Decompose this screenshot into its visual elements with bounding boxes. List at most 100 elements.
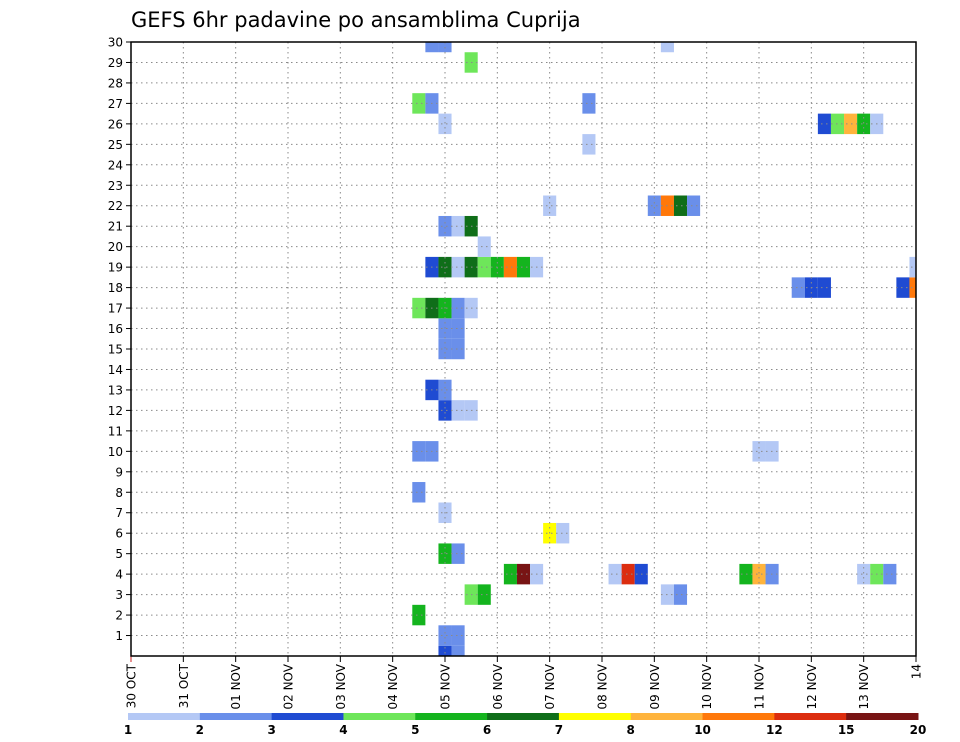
y-tick-label: 6 [115,527,123,541]
legend-level-label: 7 [555,723,563,737]
ensemble-cell [451,338,465,360]
x-tick-label: 04 NOV [386,663,400,709]
legend-level-label: 12 [766,723,783,737]
legend-swatch [128,713,201,720]
ensemble-cell [909,277,916,298]
ensemble-cell [909,256,916,278]
x-axis-ticks: 30 OCT 31 OCT 01 NOV 02 NOV 03 NOV 04 NOV 05 N… [125,656,924,710]
ensemble-cell [543,195,557,216]
y-tick-label: 14 [108,363,123,377]
y-tick-label: 28 [108,76,123,90]
ensemble-cell [621,563,635,585]
ensemble-cell [516,563,531,585]
y-tick-label: 10 [108,445,123,459]
ensemble-cell [739,563,753,585]
legend-swatch [199,713,273,720]
ensemble-cell [817,277,831,298]
x-tick-label: 06 NOV [491,663,505,709]
ensemble-cell [503,256,517,278]
ensemble-cells [412,42,916,656]
ensemble-cell [752,441,766,462]
y-tick-label: 17 [108,302,123,316]
y-tick-label: 27 [108,97,123,111]
y-tick-label: 2 [115,609,123,623]
ensemble-cell [752,563,766,585]
y-tick-label: 23 [108,179,123,193]
y-tick-label: 3 [115,588,123,602]
ensemble-cell [687,195,701,216]
ensemble-cell [438,113,452,135]
ensemble-cell [791,277,805,298]
ensemble-cell [438,625,452,646]
ensemble-cell [516,256,531,278]
legend-level-label: 2 [196,723,204,737]
ensemble-cell [844,113,858,135]
y-tick-label: 11 [108,424,123,438]
x-tick-label: 11 NOV [753,663,767,709]
ensemble-cell [647,195,661,216]
ensemble-cell [582,134,596,155]
x-tick-label: 10 NOV [700,663,714,709]
ensemble-cell [857,113,871,135]
x-tick-label: 08 NOV [596,663,610,709]
y-tick-label: 8 [115,486,123,500]
ensemble-cell [582,93,596,114]
y-tick-label: 16 [108,322,123,336]
ensemble-cell [660,42,674,53]
ensemble-cell [451,297,465,319]
ensemble-cell [556,522,570,544]
ensemble-cell [857,563,871,585]
legend-level-label: 20 [910,723,927,737]
y-tick-label: 22 [108,199,123,213]
y-tick-label: 18 [108,281,123,295]
x-tick-label: 30 OCT [125,663,139,708]
y-tick-label: 29 [108,56,123,70]
ensemble-cell [451,215,465,237]
legend-swatch [487,713,560,720]
y-tick-label: 19 [108,261,123,275]
y-tick-label: 30 [108,36,123,50]
legend-level-label: 3 [267,723,275,737]
legend-level-label: 1 [124,723,132,737]
plot-frame [130,41,917,657]
ensemble-cell [608,563,622,585]
x-tick-label: 07 NOV [543,663,557,709]
x-tick-label: 09 NOV [648,663,662,709]
chart-title: GEFS 6hr padavine po ansamblima Cuprija [131,8,581,32]
legend-swatch [846,713,919,720]
x-tick-label: 12 NOV [805,663,819,709]
legend-level-label: 6 [483,723,491,737]
y-tick-label: 5 [115,547,123,561]
ensemble-cell [817,113,831,135]
ensemble-cell [438,215,452,237]
ensemble-cell [896,277,910,298]
ensemble-cell [477,584,491,605]
x-tick-label: 31 OCT [177,663,191,708]
x-tick-label: 14 [910,664,924,679]
y-tick-label: 21 [108,220,123,234]
legend-swatch [774,713,847,720]
y-tick-label: 25 [108,138,123,152]
ensemble-cell [477,256,491,278]
ensemble-cell [438,543,452,564]
y-tick-label: 4 [115,568,123,582]
y-tick-label: 13 [108,383,123,397]
ensemble-cell [412,482,426,503]
y-tick-label: 15 [108,343,123,357]
ensemble-cell [451,625,465,646]
ensemble-cell [503,563,517,585]
ensemble-cell [477,236,491,257]
y-tick-label: 9 [115,465,123,479]
ensemble-cell [412,93,426,114]
ensemble-cell [438,400,452,421]
ensemble-cell [451,256,465,278]
x-tick-label: 02 NOV [282,663,296,709]
ensemble-cell [438,338,452,360]
y-tick-label: 24 [108,158,123,172]
color-legend: 1 2 3 4 5 6 7 8 10 12 15 20 [124,713,927,737]
ensemble-cell [438,645,452,656]
legend-level-label: 5 [411,723,419,737]
x-tick-label: 03 NOV [334,663,348,709]
legend-level-label: 10 [694,723,711,737]
